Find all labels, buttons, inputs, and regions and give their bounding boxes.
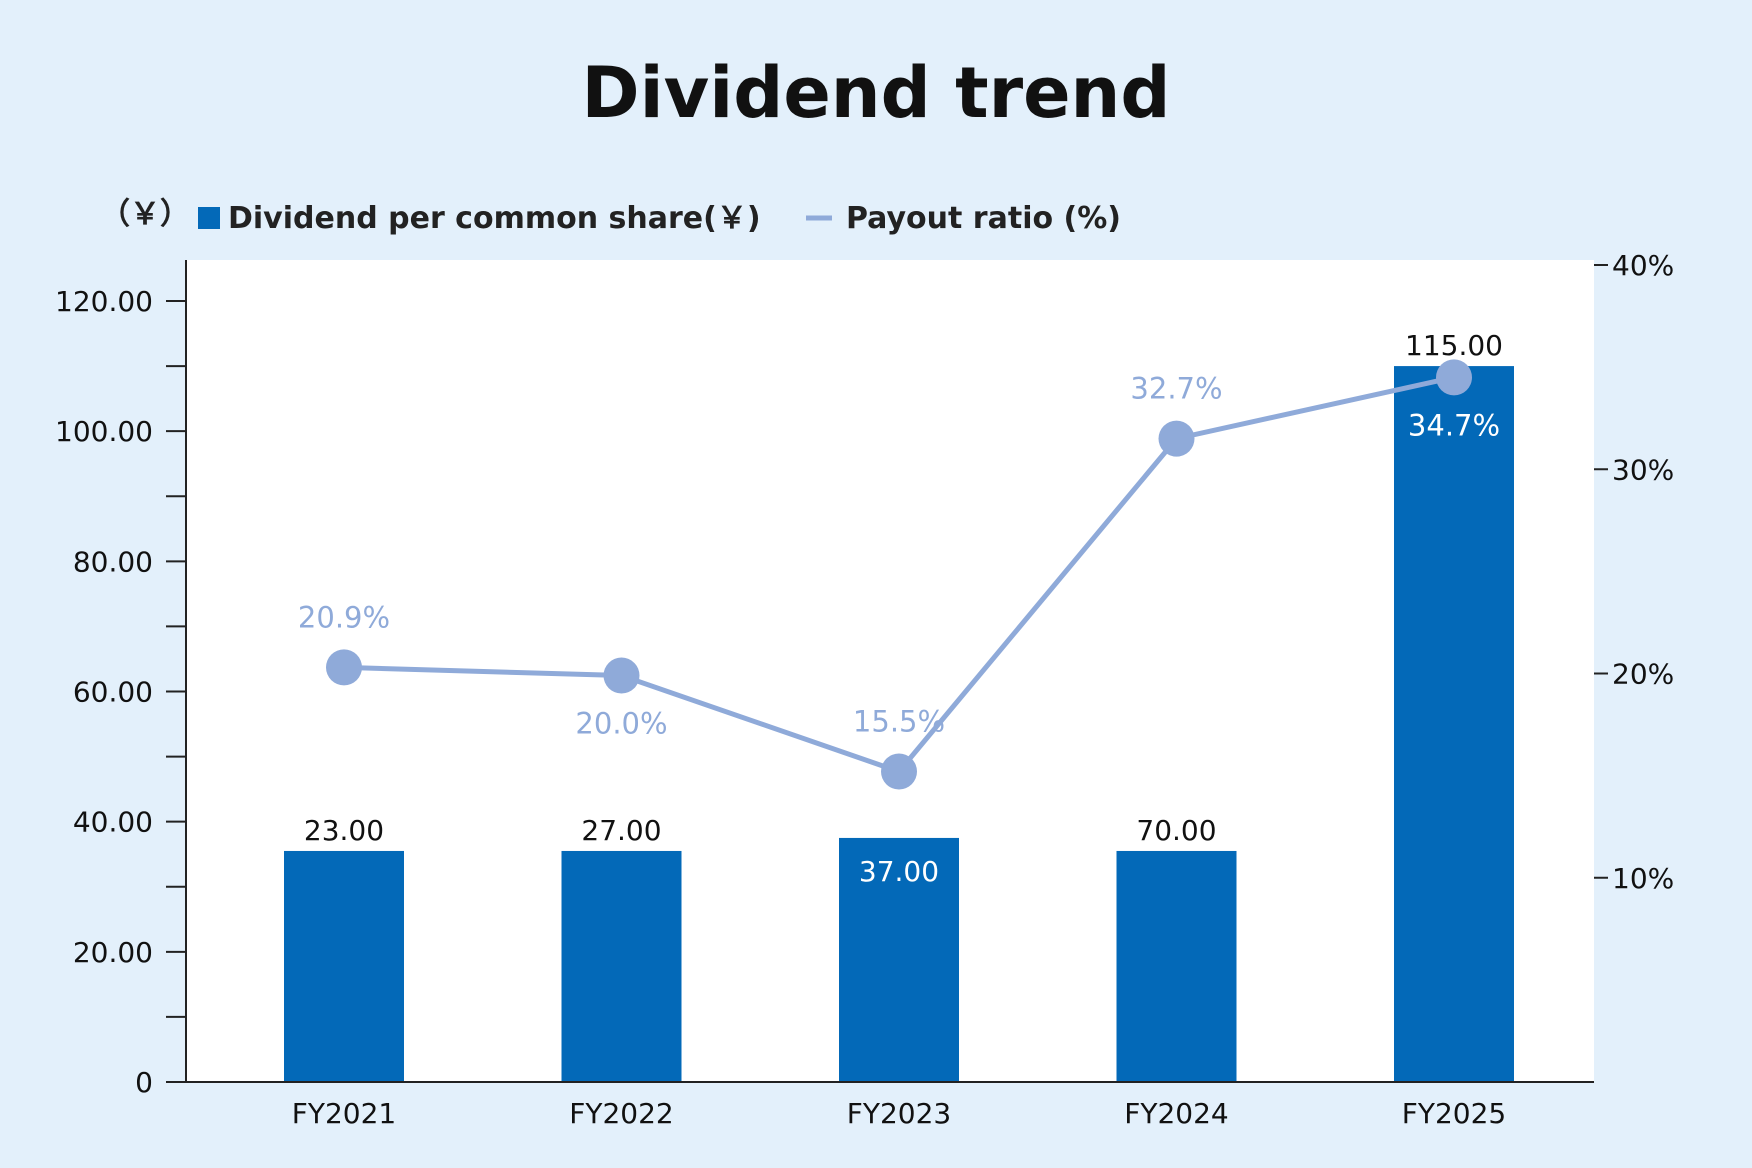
bar-value-label: 27.00 (581, 814, 661, 847)
x-tick-label: FY2024 (1124, 1097, 1228, 1130)
right-tick-label: 30% (1612, 453, 1674, 486)
bar-FY2023 (839, 837, 959, 1082)
right-tick-label: 20% (1612, 658, 1674, 691)
line-point-FY2023 (881, 753, 917, 790)
right-tick-label: 10% (1612, 862, 1674, 895)
bar-value-label: 70.00 (1136, 814, 1216, 847)
x-tick-label: FY2025 (1402, 1097, 1506, 1130)
x-tick-label: FY2021 (292, 1097, 396, 1130)
left-tick-label: 0 (135, 1066, 153, 1099)
line-point-FY2025 (1436, 359, 1472, 396)
line-value-label: 34.7% (1408, 408, 1500, 442)
left-tick-label: 120.00 (55, 285, 153, 318)
x-axis: FY2021 FY2022 FY2023 FY2024 FY2025 (166, 1081, 1594, 1130)
left-tick-label: 20.00 (73, 936, 153, 969)
legend: （￥） Dividend per common share(￥) Payout ra… (100, 197, 1121, 236)
bar-series: 23.00 27.00 37.00 70.00 115.00 (284, 329, 1514, 1082)
y-unit-label: （￥） (100, 197, 190, 232)
line-value-label: 15.5% (853, 705, 945, 739)
left-tick-label: 40.00 (73, 806, 153, 839)
chart-title: Dividend trend (581, 52, 1171, 134)
right-axis: 10% 20% 30% 40% (1594, 249, 1674, 895)
bar-value-label: 37.00 (859, 855, 939, 888)
left-tick-label: 80.00 (73, 545, 153, 578)
bar-value-label: 115.00 (1405, 329, 1503, 362)
left-tick-label: 100.00 (55, 415, 153, 448)
legend-bar-label: Dividend per common share(￥) (228, 201, 761, 236)
bar-FY2024 (1116, 850, 1237, 1082)
bar-value-label: 23.00 (304, 814, 384, 847)
bar-FY2022 (561, 850, 682, 1082)
x-tick-label: FY2023 (847, 1097, 951, 1130)
line-value-label: 20.0% (575, 707, 667, 741)
line-point-FY2022 (603, 657, 640, 694)
bar-FY2021 (284, 850, 404, 1082)
legend-bar-swatch (198, 207, 220, 229)
line-point-FY2024 (1158, 420, 1195, 457)
line-value-label: 20.9% (298, 600, 390, 634)
legend-line-label: Payout ratio (%) (846, 201, 1121, 236)
right-tick-label: 40% (1612, 249, 1674, 282)
bar-FY2025 (1394, 366, 1514, 1082)
left-tick-label: 60.00 (73, 676, 153, 709)
left-axis: 0 20.00 40.00 60.00 80.00 100.00 120.00 (55, 260, 187, 1099)
line-value-label: 32.7% (1130, 372, 1222, 406)
line-series: 20.9% 20.0% 15.5% 32.7% 34.7% (298, 359, 1500, 790)
line-point-FY2021 (326, 649, 362, 686)
x-tick-label: FY2022 (569, 1097, 673, 1130)
